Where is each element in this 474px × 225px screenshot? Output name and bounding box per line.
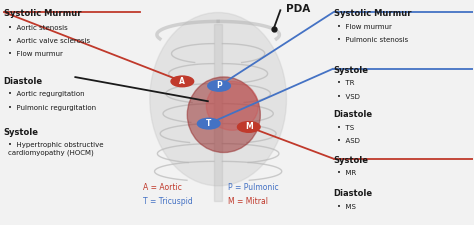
Text: PDA: PDA: [286, 4, 311, 14]
Text: Systolic Murmur: Systolic Murmur: [4, 9, 81, 18]
Text: •  Hypertrophic obstructive
cardiomyopathy (HOCM): • Hypertrophic obstructive cardiomyopath…: [8, 142, 103, 156]
Text: •  Aortic stenosis: • Aortic stenosis: [8, 25, 67, 31]
Text: T: T: [206, 119, 211, 128]
Text: •  Pulmonic regurgitation: • Pulmonic regurgitation: [8, 105, 96, 111]
Text: •  Flow murmur: • Flow murmur: [8, 51, 63, 57]
Text: Systolic Murmur: Systolic Murmur: [334, 9, 411, 18]
Text: •  TS: • TS: [337, 125, 355, 131]
Text: •  MS: • MS: [337, 204, 356, 210]
Text: M: M: [245, 122, 253, 131]
Text: •  TR: • TR: [337, 80, 355, 86]
Ellipse shape: [187, 77, 260, 153]
Circle shape: [197, 118, 220, 129]
Text: •  Aortic regurgitation: • Aortic regurgitation: [8, 91, 84, 97]
Text: Systole: Systole: [334, 66, 369, 75]
Text: Diastole: Diastole: [4, 77, 43, 86]
Text: •  Aortic valve sclerosis: • Aortic valve sclerosis: [8, 38, 90, 44]
Text: A = Aortic: A = Aortic: [143, 182, 182, 191]
Text: •  VSD: • VSD: [337, 94, 360, 100]
Text: Diastole: Diastole: [334, 110, 373, 119]
Text: A: A: [179, 77, 185, 86]
Circle shape: [237, 122, 260, 132]
Circle shape: [171, 76, 194, 87]
Text: T = Tricuspid: T = Tricuspid: [143, 197, 192, 206]
Text: P: P: [216, 81, 222, 90]
Text: •  Pulmonic stenosis: • Pulmonic stenosis: [337, 37, 409, 43]
Bar: [214, 24, 222, 201]
Ellipse shape: [150, 13, 286, 186]
Text: •  MR: • MR: [337, 170, 356, 176]
Text: Systole: Systole: [4, 128, 39, 137]
Text: •  ASD: • ASD: [337, 138, 360, 144]
Text: M = Mitral: M = Mitral: [228, 197, 268, 206]
Text: Diastole: Diastole: [334, 189, 373, 198]
Circle shape: [208, 81, 230, 91]
Text: •  Flow murmur: • Flow murmur: [337, 24, 392, 30]
Text: P = Pulmonic: P = Pulmonic: [228, 182, 278, 191]
Ellipse shape: [206, 81, 258, 130]
Text: Systole: Systole: [334, 156, 369, 165]
